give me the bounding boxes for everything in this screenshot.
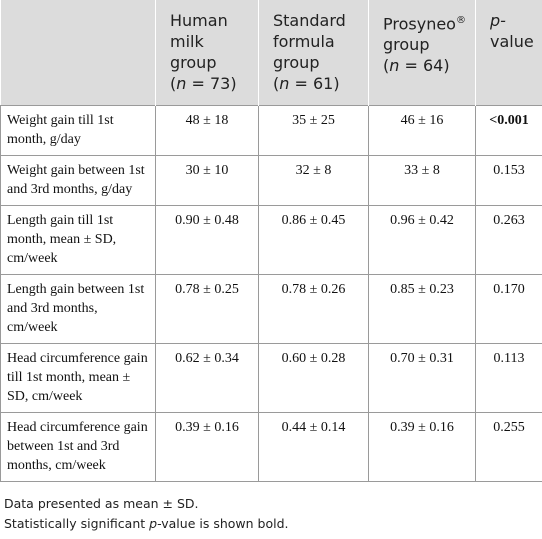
row-label: Weight gain between 1st and 3rd months, …: [0, 155, 156, 206]
text-segment: Standard: [273, 11, 346, 30]
header-cell: p-value: [475, 0, 542, 106]
p-value-cell: 0.113: [475, 343, 542, 413]
text-segment: value: [490, 32, 534, 51]
header-row: Human milk group (n = 73) Standard formula gro…: [0, 0, 542, 106]
table-row: Weight gain till 1st month, g/day 48 ± 18…: [0, 105, 542, 156]
value-cell: 0.44 ± 0.14: [258, 412, 369, 482]
text-segment: Data presented as mean ± SD.: [4, 496, 199, 511]
row-label: Head circumference gain between 1st and …: [0, 412, 156, 482]
footnote: Statistically significant p-value is sho…: [4, 514, 542, 534]
header-line: Standard: [273, 10, 360, 31]
header-line: (n = 61): [273, 73, 360, 94]
header-line: Prosyneo®: [383, 10, 467, 34]
data-table: Human milk group (n = 73) Standard formula gro…: [0, 0, 542, 482]
text-segment: (: [273, 74, 280, 93]
value-cell: 0.90 ± 0.48: [155, 205, 259, 275]
text-segment: n: [176, 74, 187, 93]
text-segment: n: [389, 56, 400, 76]
value-cell: 0.39 ± 0.16: [155, 412, 259, 482]
text-segment: ®: [455, 15, 466, 26]
header-cell: Human milk group (n = 73): [155, 0, 259, 106]
value-cell: 0.39 ± 0.16: [368, 412, 476, 482]
text-segment: formula: [273, 32, 335, 51]
text-segment: Human: [170, 11, 228, 30]
p-value-cell: 0.263: [475, 205, 542, 275]
footnote: Data presented as mean ± SD.: [4, 494, 542, 514]
value-cell: 0.60 ± 0.28: [258, 343, 369, 413]
value-cell: 48 ± 18: [155, 105, 259, 156]
header-line: Human: [170, 10, 250, 31]
header-line: (n = 73): [170, 73, 250, 94]
header-line: formula: [273, 31, 360, 52]
text-segment: = 73): [186, 74, 237, 93]
text-segment: group: [273, 53, 320, 72]
text-segment: milk: [170, 32, 204, 51]
text-segment: = 64): [399, 56, 450, 76]
text-segment: p-: [490, 11, 506, 30]
text-segment: Statistically significant: [4, 516, 150, 531]
row-label: Head circumference gain till 1st month, …: [0, 343, 156, 413]
table-row: Length gain till 1st month, mean ± SD, c…: [0, 205, 542, 275]
row-label: Length gain between 1st and 3rd months, …: [0, 274, 156, 344]
table-row: Head circumference gain between 1st and …: [0, 412, 542, 482]
value-cell: 0.96 ± 0.42: [368, 205, 476, 275]
row-label: Length gain till 1st month, mean ± SD, c…: [0, 205, 156, 275]
header-line: value: [490, 31, 534, 52]
p-value-cell: 0.255: [475, 412, 542, 482]
value-cell: 0.78 ± 0.26: [258, 274, 369, 344]
table-row: Weight gain between 1st and 3rd months, …: [0, 155, 542, 206]
value-cell: 0.85 ± 0.23: [368, 274, 476, 344]
header-line: group: [170, 52, 250, 73]
header-line: group: [273, 52, 360, 73]
header-line: (n = 64): [383, 55, 467, 76]
text-segment: p: [149, 516, 158, 531]
footnotes: Data presented as mean ± SD. Statisticall…: [0, 482, 542, 534]
value-cell: 32 ± 8: [258, 155, 369, 206]
value-cell: 0.70 ± 0.31: [368, 343, 476, 413]
value-cell: 46 ± 16: [368, 105, 476, 156]
table-row: Head circumference gain till 1st month, …: [0, 343, 542, 413]
value-cell: 0.62 ± 0.34: [155, 343, 259, 413]
table-body: Weight gain till 1st month, g/day 48 ± 18…: [0, 105, 542, 482]
header-cell: [0, 0, 156, 106]
text-segment: group: [383, 35, 430, 55]
text-segment: = 61): [289, 74, 340, 93]
value-cell: 0.78 ± 0.25: [155, 274, 259, 344]
header-line: group: [383, 34, 467, 55]
table-row: Length gain between 1st and 3rd months, …: [0, 274, 542, 344]
value-cell: 33 ± 8: [368, 155, 476, 206]
text-segment: -value is shown bold.: [157, 516, 289, 531]
text-segment: n: [279, 74, 290, 93]
text-segment: Prosyneo: [383, 14, 456, 34]
header-line: p-: [490, 10, 534, 31]
p-value-cell: 0.153: [475, 155, 542, 206]
p-value-cell: <0.001: [475, 105, 542, 156]
row-label: Weight gain till 1st month, g/day: [0, 105, 156, 156]
value-cell: 0.86 ± 0.45: [258, 205, 369, 275]
header-cell: Standard formula group (n = 61): [258, 0, 369, 106]
text-segment: (: [170, 74, 177, 93]
header-line: milk: [170, 31, 250, 52]
text-segment: (: [383, 56, 390, 76]
header-cell: Prosyneo® group (n = 64): [368, 0, 476, 106]
p-value-cell: 0.170: [475, 274, 542, 344]
text-segment: group: [170, 53, 217, 72]
value-cell: 30 ± 10: [155, 155, 259, 206]
value-cell: 35 ± 25: [258, 105, 369, 156]
